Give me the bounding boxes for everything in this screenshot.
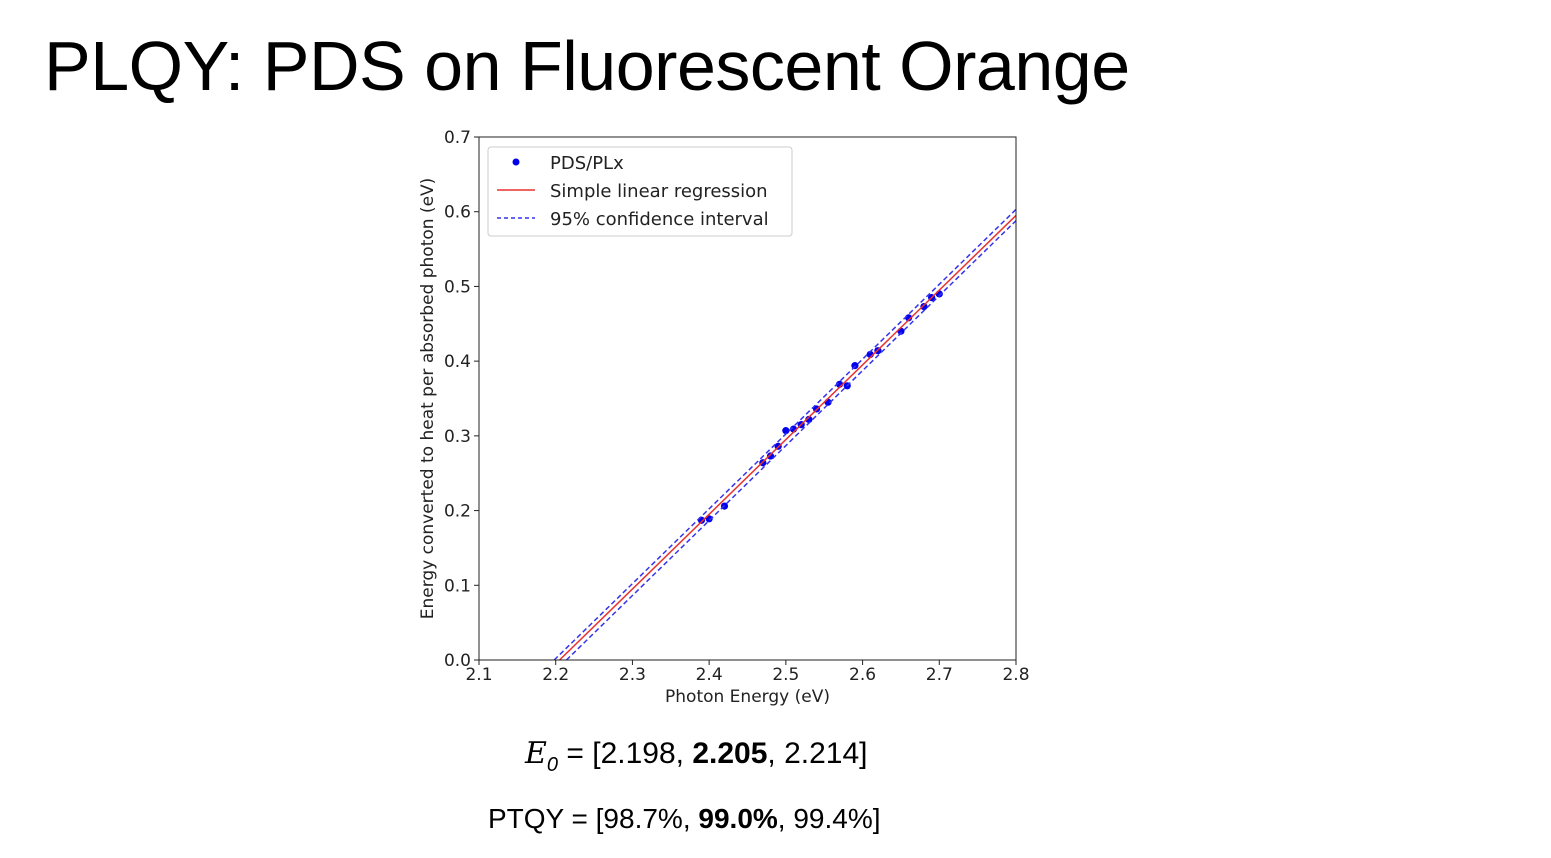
ptqy-close: ]	[872, 803, 881, 834]
slide-title: PLQY: PDS on Fluorescent Orange	[44, 27, 1130, 105]
legend-label-fit: Simple linear regression	[550, 181, 768, 202]
legend: PDS/PLx Simple linear regression 95% con…	[487, 146, 793, 237]
y-axis-label: Energy converted to heat per absorbed ph…	[418, 178, 438, 620]
formula-sep2: ,	[767, 737, 785, 770]
legend-marker-points	[512, 158, 520, 166]
x-tick-label: 2.6	[849, 665, 876, 685]
ptqy-sep1: ,	[682, 803, 699, 834]
plot-area	[553, 208, 1017, 661]
formula-high: 2.214	[784, 737, 860, 770]
formula-equals: =	[566, 737, 584, 770]
ptqy-sep2: ,	[777, 803, 794, 834]
confidence-line-2	[553, 208, 1017, 661]
formula-mid: 2.205	[692, 737, 768, 770]
ptqy-mid: 99.0%	[698, 803, 778, 834]
ptqy-result: PTQY = [98.7%, 99.0%, 99.4%]	[488, 803, 881, 835]
formula-sep1: ,	[675, 737, 693, 770]
y-tick-label: 0.1	[444, 576, 471, 596]
data-point	[920, 303, 928, 311]
formula-symbol: E	[525, 736, 547, 771]
x-tick-label: 2.8	[1002, 665, 1029, 685]
y-tick-label: 0.2	[444, 502, 471, 522]
x-tick-label: 2.7	[926, 665, 953, 685]
confidence-line-3	[565, 220, 1017, 661]
regression-line	[559, 214, 1017, 661]
legend-label-ci: 95% confidence interval	[550, 209, 769, 230]
x-axis-label: Photon Energy (eV)	[665, 687, 830, 707]
y-tick-label: 0.5	[444, 277, 471, 297]
data-point	[805, 415, 813, 424]
plot-frame	[478, 136, 1017, 661]
formula-close: ]	[859, 737, 868, 770]
ptqy-high: 99.4%	[793, 803, 873, 834]
data-point	[782, 427, 790, 435]
legend-box	[487, 146, 793, 237]
axes: 2.1 2.2 2.3 2.4 2.5 2.6 2.7 2.8 0.0 0.1 0.2 0.3 0.4 0…	[444, 128, 1030, 685]
formula-open: [	[592, 737, 601, 770]
y-tick-label: 0.7	[444, 128, 471, 148]
legend-label-points: PDS/PLx	[550, 153, 624, 174]
ptqy-low: 98.7%	[603, 803, 683, 834]
y-tick-label: 0.4	[444, 352, 471, 372]
x-tick-label: 2.4	[696, 665, 723, 685]
ptqy-label: PTQY = [	[488, 803, 604, 834]
formula-subscript: 0	[546, 754, 559, 776]
y-tick-label: 0.6	[444, 203, 471, 223]
e0-formula: E0 = [2.198, 2.205, 2.214]	[525, 736, 868, 776]
x-tick-label: 2.3	[619, 665, 646, 685]
x-tick-label: 2.5	[772, 665, 799, 685]
x-tick-label: 2.1	[465, 665, 492, 685]
x-tick-label: 2.2	[542, 665, 569, 685]
y-tick-label: 0.3	[444, 427, 471, 447]
formula-low: 2.198	[600, 737, 676, 770]
y-tick-label: 0.0	[444, 651, 471, 671]
